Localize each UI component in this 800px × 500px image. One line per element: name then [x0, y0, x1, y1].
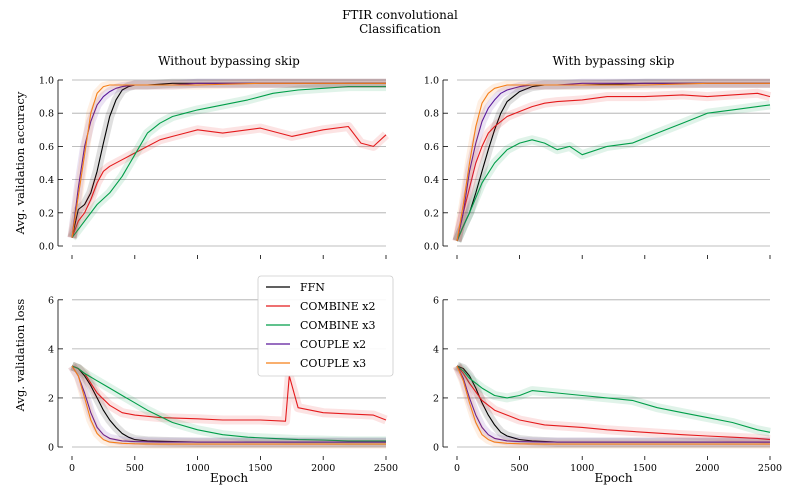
x-axis-label: Epoch — [594, 471, 632, 485]
y-tick-label: 4 — [48, 344, 54, 355]
y-tick-label: 0.4 — [424, 175, 439, 186]
y-tick-label: 2 — [433, 393, 439, 404]
y-tick-label: 4 — [433, 344, 439, 355]
series-line-combine-x2 — [456, 92, 771, 242]
figure-title-line2: Classification — [359, 22, 441, 36]
x-tick-label: 0 — [69, 463, 75, 474]
x-axis-label: Epoch — [210, 471, 248, 485]
y-tick-label: 0.8 — [39, 109, 54, 120]
series-line-combine-x2 — [71, 365, 387, 422]
x-tick-label: 500 — [126, 463, 144, 474]
y-tick-label: 0.2 — [424, 208, 439, 219]
series-line-couple-x2 — [456, 365, 770, 443]
x-tick-label: 0 — [454, 463, 460, 474]
panel-title: With bypassing skip — [553, 54, 675, 68]
series-line-combine-x3 — [456, 104, 771, 242]
series-line-couple-x3 — [456, 365, 770, 445]
y-tick-label: 6 — [48, 295, 54, 306]
x-tick-label: 2000 — [311, 463, 335, 474]
y-tick-label: 6 — [433, 295, 439, 306]
y-axis-label: Avg. validation loss — [13, 299, 27, 413]
y-tick-label: 0.0 — [39, 242, 54, 253]
x-tick-label: 1000 — [186, 463, 210, 474]
x-tick-label: 1000 — [570, 463, 594, 474]
x-tick-label: 2000 — [695, 463, 719, 474]
x-tick-label: 1500 — [248, 463, 272, 474]
series-line-couple-x3 — [71, 365, 386, 445]
y-tick-label: 0.8 — [424, 109, 439, 120]
y-tick-label: 0.6 — [39, 142, 54, 153]
series-line-ffn — [456, 82, 770, 242]
y-tick-label: 0.6 — [424, 142, 439, 153]
series-line-ffn — [71, 365, 386, 443]
legend-frame — [257, 275, 394, 377]
y-tick-label: 0 — [433, 443, 439, 454]
accuracy-panel-with-skip: 0.0 0.2 0.4 0.6 0.8 1.0 With bypassing skip — [424, 54, 772, 259]
x-tick-label: 1500 — [633, 463, 657, 474]
series-line-combine-x3 — [71, 86, 386, 239]
x-tick-label: 2500 — [758, 463, 782, 474]
y-tick-label: 0.4 — [39, 175, 54, 186]
legend-label-ffn: FFN — [300, 281, 325, 294]
y-tick-label: 0.0 — [424, 242, 439, 253]
y-tick-label: 1.0 — [424, 76, 439, 87]
y-tick-label: 1.0 — [39, 76, 54, 87]
series-line-couple-x2 — [71, 365, 386, 443]
legend-label-couple-x3: COUPLE x3 — [300, 357, 366, 370]
y-axis-label: Avg. validation accuracy — [13, 91, 27, 235]
x-tick-label: 500 — [511, 463, 529, 474]
series-line-combine-x2 — [456, 365, 771, 441]
accuracy-panel-without-skip: 0.0 0.2 0.4 0.6 0.8 1.0 Without bypassing skip… — [13, 54, 390, 259]
series-line-couple-x2 — [456, 82, 770, 242]
legend-label-combine-x3: COMBINE x3 — [300, 319, 375, 332]
series-line-couple-x3 — [456, 82, 770, 242]
y-tick-label: 2 — [48, 393, 54, 404]
x-tick-label: 2500 — [374, 463, 398, 474]
series-band-combine-x3 — [452, 100, 771, 243]
loss-panel-with-skip: 0 2 4 6 0 500 1000 1500 2000 2500 Epoch — [433, 295, 782, 485]
series-line-combine-x3 — [456, 365, 771, 433]
y-tick-label: 0.2 — [39, 208, 54, 219]
series-line-combine-x2 — [71, 125, 387, 238]
legend: FFN COMBINE x2 COMBINE x3 COUPLE x2 COUPLE x… — [257, 275, 394, 377]
legend-label-combine-x2: COMBINE x2 — [300, 300, 375, 313]
series-line-combine-x3 — [71, 365, 386, 442]
series-band-combine-x3 — [454, 362, 771, 437]
legend-label-couple-x2: COUPLE x2 — [300, 338, 366, 351]
y-tick-label: 0 — [48, 443, 54, 454]
series-line-couple-x3 — [71, 82, 386, 238]
panel-title: Without bypassing skip — [158, 54, 300, 68]
loss-panel-without-skip: 0 2 4 6 0 500 1000 1500 2000 2500 Avg. validation … — [13, 295, 398, 485]
figure-title-line1: FTIR convolutional — [342, 8, 458, 22]
